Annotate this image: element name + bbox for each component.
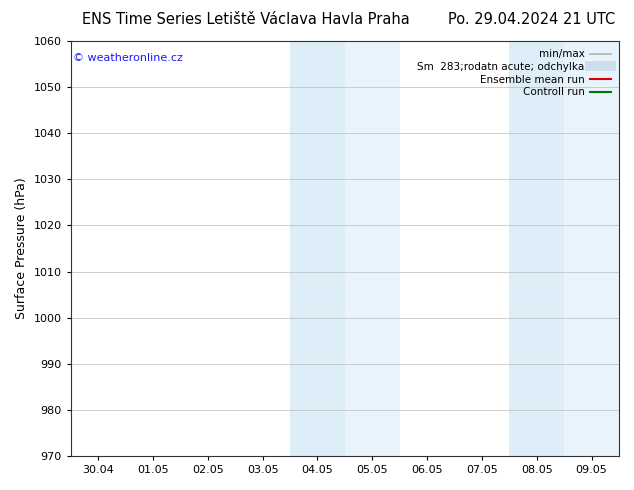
Y-axis label: Surface Pressure (hPa): Surface Pressure (hPa) xyxy=(15,178,28,319)
Legend: min/max, Sm  283;rodatn acute; odchylka, Ensemble mean run, Controll run: min/max, Sm 283;rodatn acute; odchylka, … xyxy=(414,46,614,100)
Text: © weatheronline.cz: © weatheronline.cz xyxy=(74,53,183,64)
Bar xyxy=(564,41,619,456)
Bar xyxy=(345,41,399,456)
Text: ENS Time Series Letiště Václava Havla Praha: ENS Time Series Letiště Václava Havla Pr… xyxy=(82,12,410,27)
Bar xyxy=(290,41,345,456)
Text: Po. 29.04.2024 21 UTC: Po. 29.04.2024 21 UTC xyxy=(448,12,615,27)
Bar xyxy=(509,41,564,456)
